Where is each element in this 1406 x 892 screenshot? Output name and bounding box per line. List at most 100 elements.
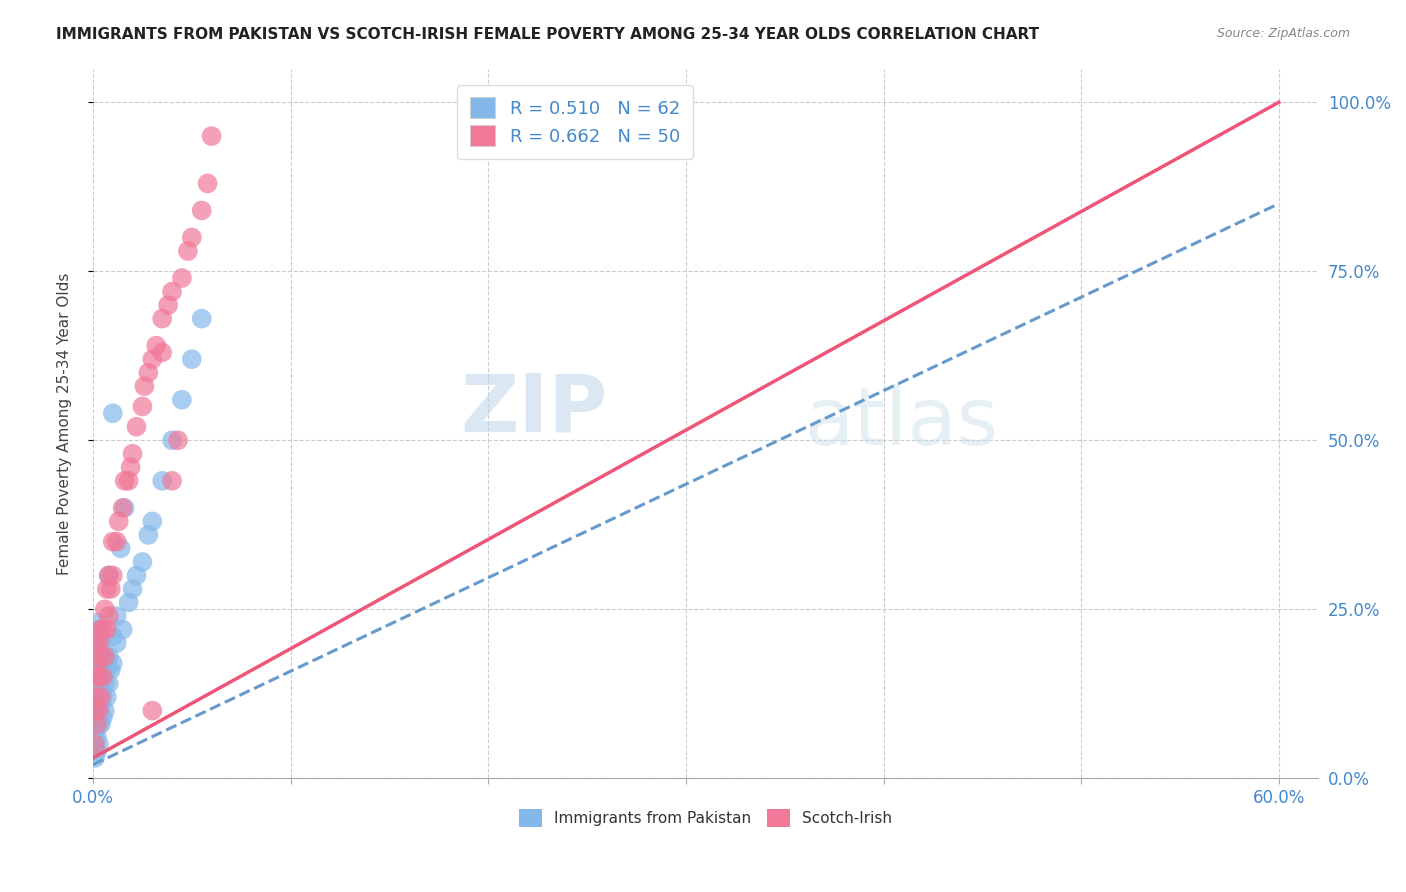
Point: [141, 352, 163, 367]
Point: [141, 704, 163, 718]
Point: [157, 298, 180, 312]
Point: [150, 474, 173, 488]
Point: [100, 582, 122, 596]
Point: [91, 663, 114, 677]
Point: [87, 636, 110, 650]
Point: [86, 697, 108, 711]
Point: [150, 311, 173, 326]
Point: [170, 392, 193, 407]
Point: [97, 609, 120, 624]
Point: [90, 697, 112, 711]
Point: [138, 366, 160, 380]
Point: [84, 704, 107, 718]
Point: [86, 690, 108, 705]
Point: [114, 474, 136, 488]
Point: [91, 623, 114, 637]
Point: [105, 609, 128, 624]
Point: [96, 663, 118, 677]
Point: [105, 534, 128, 549]
Point: [134, 379, 156, 393]
Point: [96, 582, 118, 596]
Text: ZIP: ZIP: [460, 370, 607, 448]
Point: [84, 723, 107, 738]
Point: [97, 568, 120, 582]
Point: [121, 447, 143, 461]
Point: [120, 460, 142, 475]
Point: [86, 636, 108, 650]
Point: [101, 657, 124, 671]
Point: [90, 676, 112, 690]
Point: [90, 649, 112, 664]
Point: [90, 717, 112, 731]
Point: [86, 731, 108, 745]
Point: [91, 670, 114, 684]
Point: [84, 704, 107, 718]
Text: atlas: atlas: [804, 384, 998, 462]
Point: [87, 623, 110, 637]
Y-axis label: Female Poverty Among 25-34 Year Olds: Female Poverty Among 25-34 Year Olds: [58, 272, 72, 574]
Point: [86, 629, 108, 643]
Point: [180, 352, 202, 367]
Point: [84, 690, 107, 705]
Point: [107, 515, 129, 529]
Point: [87, 704, 110, 718]
Point: [94, 704, 117, 718]
Point: [125, 568, 148, 582]
Point: [84, 751, 107, 765]
Point: [94, 676, 117, 690]
Point: [111, 623, 134, 637]
Point: [131, 555, 153, 569]
Point: [101, 629, 124, 643]
Point: [138, 528, 160, 542]
Point: [87, 642, 110, 657]
Point: [131, 400, 153, 414]
Point: [86, 676, 108, 690]
Legend: Immigrants from Pakistan, Scotch-Irish: Immigrants from Pakistan, Scotch-Irish: [512, 802, 900, 834]
Point: [86, 657, 108, 671]
Point: [197, 177, 219, 191]
Point: [90, 657, 112, 671]
Point: [90, 690, 112, 705]
Point: [90, 636, 112, 650]
Point: [180, 230, 202, 244]
Text: IMMIGRANTS FROM PAKISTAN VS SCOTCH-IRISH FEMALE POVERTY AMONG 25-34 YEAR OLDS CO: IMMIGRANTS FROM PAKISTAN VS SCOTCH-IRISH…: [56, 27, 1039, 42]
Point: [94, 649, 117, 664]
Point: [87, 683, 110, 698]
Point: [200, 129, 222, 144]
Point: [160, 474, 183, 488]
Point: [97, 649, 120, 664]
Point: [190, 311, 212, 326]
Point: [90, 623, 112, 637]
Point: [91, 710, 114, 724]
Point: [141, 515, 163, 529]
Point: [94, 649, 117, 664]
Point: [86, 649, 108, 664]
Point: [87, 670, 110, 684]
Point: [84, 717, 107, 731]
Point: [110, 541, 132, 556]
Point: [114, 500, 136, 515]
Point: [84, 738, 107, 752]
Point: [167, 434, 190, 448]
Point: [87, 738, 110, 752]
Point: [97, 676, 120, 690]
Point: [87, 663, 110, 677]
Point: [87, 717, 110, 731]
Point: [101, 406, 124, 420]
Point: [84, 683, 107, 698]
Point: [86, 663, 108, 677]
Point: [145, 338, 167, 352]
Point: [96, 690, 118, 705]
Point: [117, 595, 139, 609]
Point: [84, 657, 107, 671]
Point: [190, 203, 212, 218]
Point: [84, 738, 107, 752]
Point: [121, 582, 143, 596]
Point: [84, 670, 107, 684]
Point: [86, 744, 108, 758]
Point: [87, 704, 110, 718]
Point: [91, 690, 114, 705]
Point: [117, 474, 139, 488]
Point: [84, 670, 107, 684]
Point: [86, 710, 108, 724]
